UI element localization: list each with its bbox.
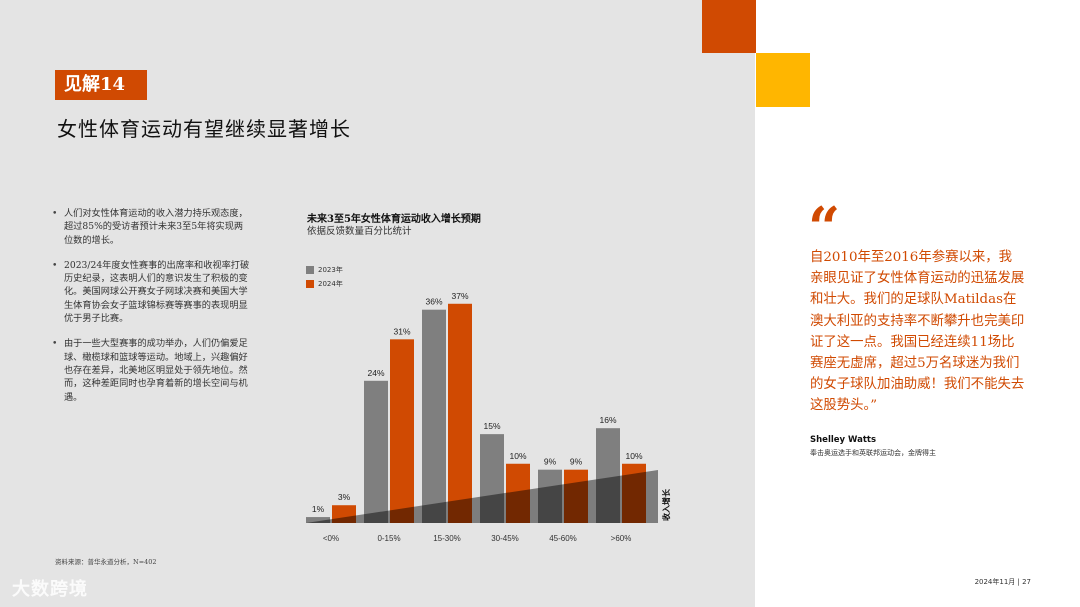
data-label: 10% (509, 451, 526, 461)
bullet-list: 人们对女性体育运动的收入潜力持乐观态度，超过85%的受访者预计未来3至5年将实现… (52, 207, 252, 416)
data-label: 36% (425, 297, 442, 307)
data-label: 16% (599, 415, 616, 425)
quote-text: 自2010年至2016年参赛以来，我亲眼见证了女性体育运动的迅猛发展和壮大。我们… (810, 250, 1025, 414)
x-tick-label: >60% (611, 534, 632, 543)
page-number: 2024年11月 | 27 (974, 578, 1031, 586)
legend-label-2024: 2024年 (318, 280, 343, 288)
bar-2024-2 (448, 303, 472, 523)
data-label: 10% (625, 451, 642, 461)
bar-2024-3 (506, 463, 530, 523)
decor-yellow-block (756, 53, 810, 107)
bar-2023-5 (596, 428, 620, 523)
bar-chart: 1% 3% <0% 24% 31% 0-15% 36% 37% 15-30% 15% 10% 30-4… (306, 291, 671, 543)
bar-2023-0 (306, 517, 330, 523)
data-label: 9% (570, 457, 583, 467)
data-label: 1% (312, 504, 325, 514)
legend-swatch-2023 (306, 266, 314, 274)
bar-2023-3 (480, 434, 504, 523)
bullet-item: 由于一些大型赛事的成功举办，人们仍偏爱足球、橄榄球和篮球等运动。地域上，兴趣偏好… (52, 337, 252, 403)
legend-label-2023: 2023年 (318, 266, 343, 274)
quote-mark-icon: “ (808, 195, 841, 261)
bullet-item: 2023/24年度女性赛事的出席率和收视率打破历史纪录，这表明人们的意识发生了积… (52, 259, 252, 325)
x-tick-label: 15-30% (433, 534, 461, 543)
quote-author-role: 奉击奥运选手和英联邦运动会，金牌得主 (810, 449, 936, 457)
watermark-logo: 大数跨境 (12, 579, 88, 600)
quote-author: Shelley Watts (810, 435, 877, 445)
data-label: 3% (338, 492, 351, 502)
decor-orange-block (702, 0, 756, 53)
data-label: 9% (544, 457, 557, 467)
chart-subtitle: 依据反馈数量百分比统计 (307, 226, 412, 237)
data-label: 15% (483, 421, 500, 431)
growth-wedge (306, 470, 658, 523)
bar-2024-1 (390, 339, 414, 523)
bar-2023-2 (422, 309, 446, 523)
x-tick-label: <0% (323, 534, 339, 543)
x-tick-label: 45-60% (549, 534, 577, 543)
data-label: 31% (393, 326, 410, 336)
growth-annotation: 收入增长 (661, 488, 671, 521)
legend-swatch-2024 (306, 280, 314, 288)
insight-badge: 见解14 (55, 70, 147, 100)
bullet-item: 人们对女性体育运动的收入潜力持乐观态度，超过85%的受访者预计未来3至5年将实现… (52, 207, 252, 247)
bar-2023-1 (364, 380, 388, 523)
bar-2024-0 (332, 505, 356, 523)
chart-title: 未来3至5年女性体育运动收入增长预期 (307, 214, 481, 225)
legend-item-2024: 2024年 (306, 277, 343, 291)
x-tick-label: 30-45% (491, 534, 519, 543)
chart-legend: 2023年 2024年 (306, 263, 343, 291)
source-note: 资料来源：普华永道分析，N=402 (55, 558, 157, 566)
bar-2024-5 (622, 463, 646, 523)
bar-2024-4 (564, 469, 588, 523)
data-label: 37% (451, 291, 468, 301)
bar-2023-4 (538, 469, 562, 523)
page-title: 女性体育运动有望继续显著增长 (57, 117, 351, 141)
legend-item-2023: 2023年 (306, 263, 343, 277)
x-tick-label: 0-15% (377, 534, 400, 543)
data-label: 24% (367, 368, 384, 378)
